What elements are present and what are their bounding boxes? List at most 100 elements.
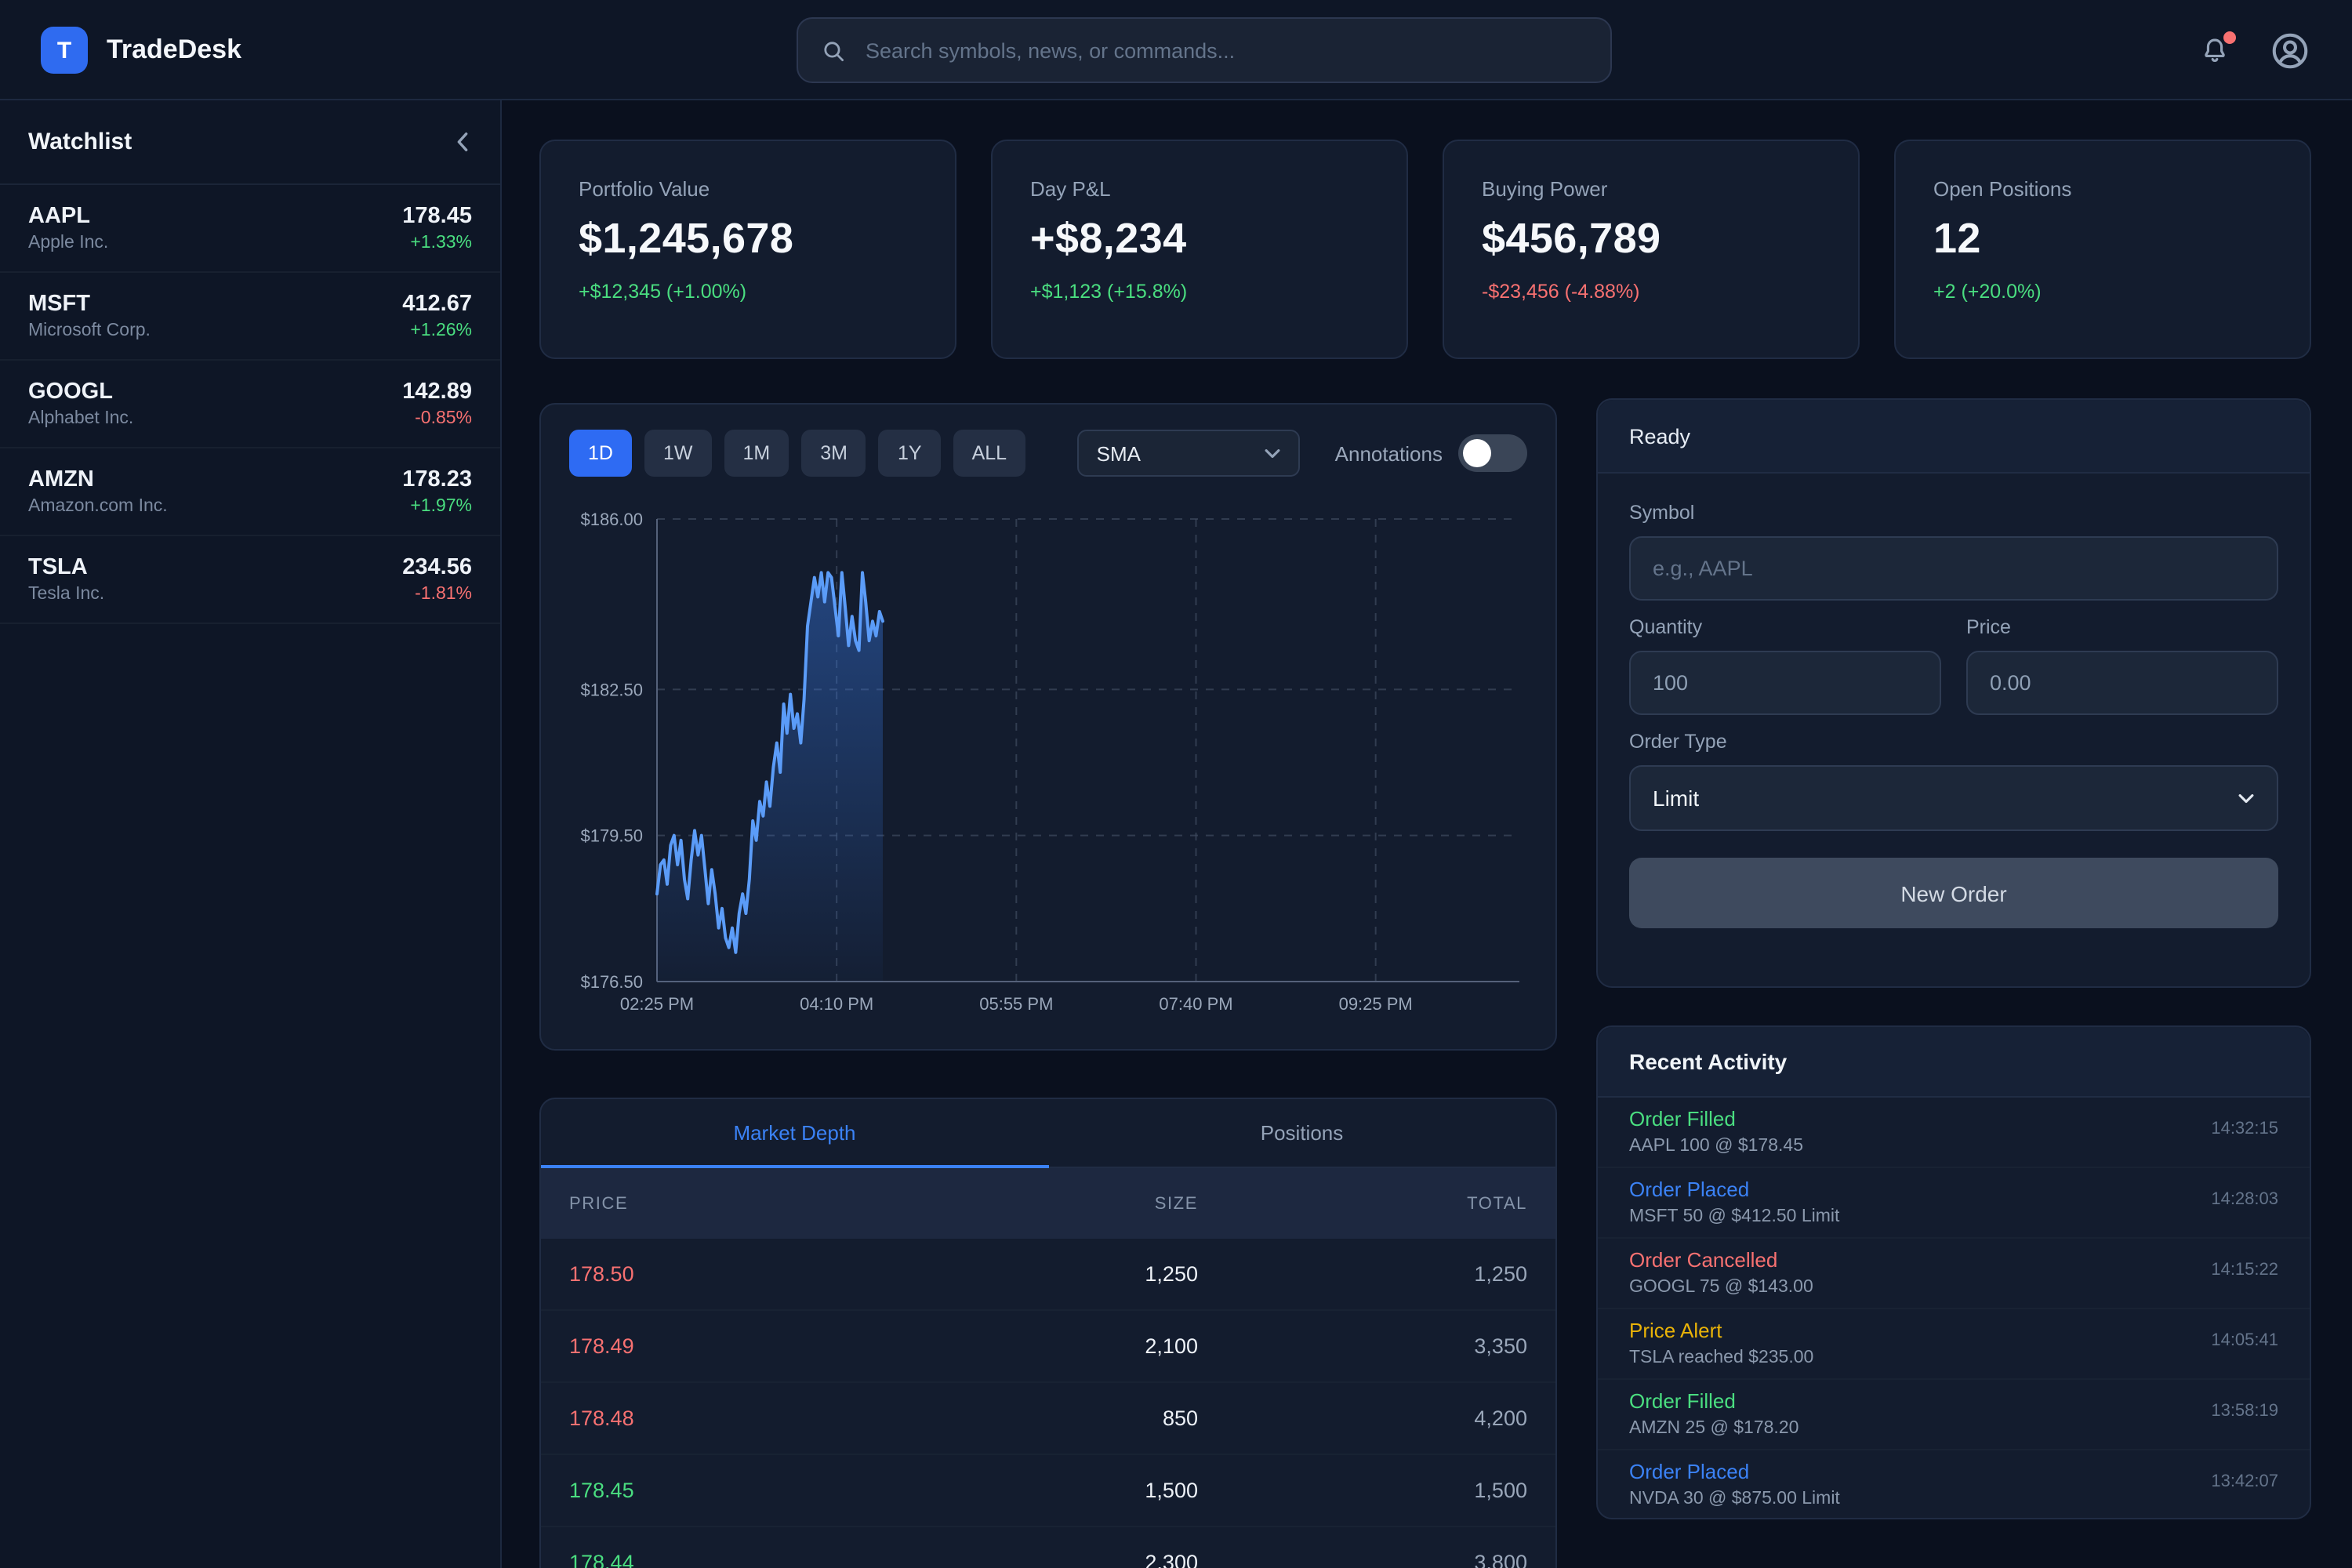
- watchlist-items: AAPL Apple Inc. 178.45 +1.33% MSFT Micro…: [0, 185, 500, 624]
- watchlist-item[interactable]: MSFT Microsoft Corp. 412.67 +1.26%: [0, 273, 500, 361]
- collapse-sidebar-icon[interactable]: [453, 130, 472, 154]
- depth-price: 178.49: [569, 1334, 634, 1358]
- activity-item: Order Cancelled GOOGL 75 @ $143.00 14:15…: [1598, 1239, 2310, 1309]
- activity-time: 14:28:03: [2211, 1190, 2278, 1209]
- stat-label: Open Positions: [1933, 177, 2072, 201]
- stat-card: Buying Power $456,789 -$23,456 (-4.88%): [1443, 140, 1860, 359]
- activity-time: 14:32:15: [2211, 1120, 2278, 1138]
- annotations-control: Annotations: [1335, 434, 1527, 472]
- stat-value: +$8,234: [1030, 215, 1187, 262]
- watchlist-symbol: TSLA: [28, 555, 88, 580]
- watchlist-symbol: MSFT: [28, 292, 90, 317]
- notification-dot: [2223, 31, 2236, 43]
- watchlist-header: Watchlist: [0, 100, 500, 185]
- order-status: Ready: [1598, 400, 2310, 474]
- timeframe-button-1m[interactable]: 1M: [724, 430, 789, 477]
- activity-time: 13:42:07: [2211, 1472, 2278, 1491]
- order-type-select[interactable]: Limit: [1629, 765, 2278, 831]
- watchlist-item[interactable]: AAPL Apple Inc. 178.45 +1.33%: [0, 185, 500, 273]
- watchlist-company: Alphabet Inc.: [28, 409, 134, 428]
- depth-row[interactable]: 178.45 1,500 1,500: [541, 1455, 1555, 1527]
- stat-label: Portfolio Value: [579, 177, 710, 201]
- account-button[interactable]: [2269, 29, 2311, 71]
- depth-table-header: PRICE SIZE TOTAL: [541, 1168, 1555, 1239]
- quantity-input[interactable]: [1629, 651, 1941, 715]
- brand: T TradeDesk: [41, 0, 241, 100]
- search-bar[interactable]: [797, 17, 1612, 83]
- svg-text:04:10 PM: 04:10 PM: [800, 994, 873, 1014]
- price-label: Price: [1966, 616, 2011, 638]
- stat-delta: -$23,456 (-4.88%): [1482, 281, 1640, 303]
- depth-row[interactable]: 178.44 2,300 3,800: [541, 1527, 1555, 1568]
- depth-size: 850: [1162, 1406, 1198, 1430]
- activity-item: Order Placed MSFT 50 @ $412.50 Limit 14:…: [1598, 1168, 2310, 1239]
- activity-item: Order Filled AAPL 100 @ $178.45 14:32:15: [1598, 1098, 2310, 1168]
- depth-row[interactable]: 178.49 2,100 3,350: [541, 1311, 1555, 1383]
- watchlist-change: +1.26%: [410, 321, 472, 340]
- timeframe-button-all[interactable]: ALL: [953, 430, 1026, 477]
- watchlist-item[interactable]: GOOGL Alphabet Inc. 142.89 -0.85%: [0, 361, 500, 448]
- watchlist-symbol: AAPL: [28, 204, 90, 229]
- activity-time: 14:05:41: [2211, 1331, 2278, 1350]
- watchlist-title: Watchlist: [28, 129, 132, 155]
- tab-positions[interactable]: Positions: [1260, 1121, 1344, 1145]
- price-input[interactable]: [1966, 651, 2278, 715]
- symbol-input[interactable]: [1629, 536, 2278, 601]
- depth-price: 178.48: [569, 1406, 634, 1430]
- activity-type: Order Cancelled: [1629, 1248, 1778, 1272]
- watchlist-item[interactable]: TSLA Tesla Inc. 234.56 -1.81%: [0, 536, 500, 624]
- order-type-label: Order Type: [1629, 731, 1727, 753]
- timeframe-button-3m[interactable]: 3M: [801, 430, 866, 477]
- activity-type: Order Placed: [1629, 1460, 1750, 1483]
- timeframe-button-1d[interactable]: 1D: [569, 430, 632, 477]
- depth-size: 2,300: [1145, 1551, 1198, 1568]
- order-form: Symbol Quantity Price Order Type Limit: [1598, 474, 2310, 956]
- topbar-icons: [2198, 0, 2311, 100]
- chevron-down-icon: [2238, 793, 2254, 803]
- depth-row[interactable]: 178.48 850 4,200: [541, 1383, 1555, 1455]
- depth-total: 3,350: [1474, 1334, 1527, 1358]
- search-input[interactable]: [862, 37, 1588, 64]
- stat-card: Portfolio Value $1,245,678 +$12,345 (+1.…: [539, 140, 956, 359]
- depth-price: 178.44: [569, 1551, 634, 1568]
- search-icon: [824, 41, 844, 60]
- svg-text:$176.50: $176.50: [580, 972, 643, 992]
- order-ticket-card: Ready Symbol Quantity Price Order Type L…: [1596, 398, 2311, 988]
- watchlist-company: Apple Inc.: [28, 234, 109, 252]
- stat-value: $1,245,678: [579, 215, 794, 262]
- app-logo-icon: T: [41, 27, 88, 74]
- timeframe-button-1w[interactable]: 1W: [644, 430, 712, 477]
- stat-label: Buying Power: [1482, 177, 1608, 201]
- chart-controls: 1D 1W 1M 3M 1Y ALL SMA Annotations: [569, 428, 1527, 478]
- watchlist-sidebar: Watchlist AAPL Apple Inc. 178.45 +1.33% …: [0, 100, 502, 1568]
- svg-text:$179.50: $179.50: [580, 826, 643, 846]
- depth-size: 2,100: [1145, 1334, 1198, 1358]
- depth-row[interactable]: 178.50 1,250 1,250: [541, 1239, 1555, 1311]
- depth-size: 1,500: [1145, 1479, 1198, 1502]
- watchlist-item-right: 178.45 +1.33%: [402, 204, 472, 252]
- activity-detail: AMZN 25 @ $178.20: [1629, 1419, 1799, 1438]
- watchlist-item[interactable]: AMZN Amazon.com Inc. 178.23 +1.97%: [0, 448, 500, 536]
- timeframe-button-1y[interactable]: 1Y: [878, 430, 941, 477]
- watchlist-change: -1.81%: [415, 585, 472, 604]
- activity-type: Order Filled: [1629, 1389, 1736, 1413]
- annotations-toggle[interactable]: [1458, 434, 1527, 472]
- activity-type: Price Alert: [1629, 1319, 1722, 1342]
- notifications-button[interactable]: [2198, 31, 2236, 67]
- tab-market-depth[interactable]: Market Depth: [541, 1099, 1048, 1168]
- depth-table-body: 178.50 1,250 1,250 178.49 2,100 3,350 17…: [541, 1239, 1555, 1568]
- watchlist-item-left: AAPL Apple Inc.: [28, 204, 108, 252]
- watchlist-change: +1.97%: [410, 497, 472, 516]
- stat-label: Day P&L: [1030, 177, 1111, 201]
- activity-detail: MSFT 50 @ $412.50 Limit: [1629, 1207, 1840, 1226]
- watchlist-item-right: 412.67 +1.26%: [402, 292, 472, 340]
- new-order-button[interactable]: New Order: [1629, 858, 2278, 928]
- watchlist-change: +1.33%: [410, 234, 472, 252]
- indicator-select[interactable]: SMA: [1077, 430, 1301, 477]
- activity-time: 14:15:22: [2211, 1261, 2278, 1279]
- stat-value: 12: [1933, 215, 1981, 262]
- svg-text:$182.50: $182.50: [580, 680, 643, 699]
- watchlist-symbol: AMZN: [28, 467, 94, 492]
- watchlist-item-left: MSFT Microsoft Corp.: [28, 292, 151, 340]
